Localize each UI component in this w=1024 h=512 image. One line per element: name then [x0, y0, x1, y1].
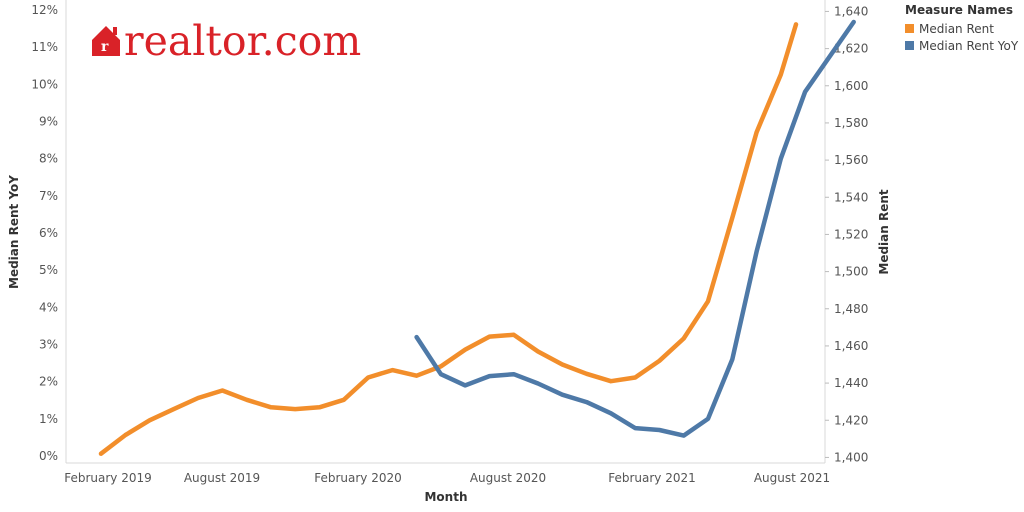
right-tick-label: 1,640 [834, 4, 868, 18]
x-axis-title: Month [424, 490, 467, 504]
house-icon: r [92, 26, 120, 56]
legend-swatch [905, 24, 914, 33]
right-tick-label: 1,440 [834, 376, 868, 390]
x-tick-label: February 2020 [314, 471, 402, 485]
left-axis-title: Median Rent YoY [7, 175, 21, 289]
left-axis-ticks: 0% 1% 2% 3% 4% 5% 6% 7% 8% 9% 10% 11% 12% [31, 3, 58, 463]
left-tick-label: 12% [31, 3, 58, 17]
legend-item-median-rent[interactable]: Median Rent [905, 20, 1018, 37]
legend-title: Measure Names [905, 3, 1014, 17]
series-line-median-rent-yoy [414, 19, 856, 438]
right-axis-ticks: 1,400 1,420 1,440 1,460 1,480 1,500 1,520 1,540… [825, 4, 868, 464]
svg-text:r: r [101, 39, 109, 55]
legend-label: Median Rent [919, 21, 994, 36]
right-tick-label: 1,560 [834, 153, 868, 167]
series-line-median-rent [98, 22, 799, 456]
left-tick-label: 10% [31, 77, 58, 91]
series-lines [98, 19, 856, 456]
left-tick-label: 0% [39, 449, 58, 463]
left-tick-label: 2% [39, 375, 58, 389]
x-tick-label: August 2021 [754, 471, 830, 485]
right-tick-label: 1,580 [834, 116, 868, 130]
left-tick-label: 8% [39, 152, 58, 166]
right-tick-label: 1,620 [834, 42, 868, 56]
x-tick-label: February 2019 [64, 471, 152, 485]
legend-item-median-rent-yoy[interactable]: Median Rent YoY [905, 37, 1018, 54]
x-tick-label: February 2021 [608, 471, 696, 485]
right-tick-label: 1,500 [834, 265, 868, 279]
left-tick-label: 11% [31, 40, 58, 54]
left-tick-label: 3% [39, 338, 58, 352]
x-axis-ticks: February 2019 August 2019 February 2020 Aug… [64, 471, 830, 485]
realtor-logo: r realtor.com [92, 17, 361, 65]
left-tick-label: 6% [39, 226, 58, 240]
right-tick-label: 1,520 [834, 227, 868, 241]
left-tick-label: 5% [39, 263, 58, 277]
logo-wordmark: realtor.com [124, 17, 361, 65]
right-tick-label: 1,540 [834, 190, 868, 204]
right-tick-label: 1,600 [834, 79, 868, 93]
left-tick-label: 9% [39, 115, 58, 129]
legend-swatch [905, 41, 914, 50]
right-tick-label: 1,460 [834, 339, 868, 353]
x-tick-label: August 2020 [470, 471, 546, 485]
right-tick-label: 1,420 [834, 413, 868, 427]
legend-label: Median Rent YoY [919, 38, 1019, 53]
right-tick-label: 1,480 [834, 302, 868, 316]
x-tick-label: August 2019 [184, 471, 260, 485]
left-tick-label: 1% [39, 412, 58, 426]
left-tick-label: 7% [39, 189, 58, 203]
left-tick-label: 4% [39, 300, 58, 314]
right-tick-label: 1,400 [834, 450, 868, 464]
legend: Measure Names Median Rent Median Rent Yo… [905, 3, 1018, 54]
right-axis-title: Median Rent [877, 189, 891, 275]
